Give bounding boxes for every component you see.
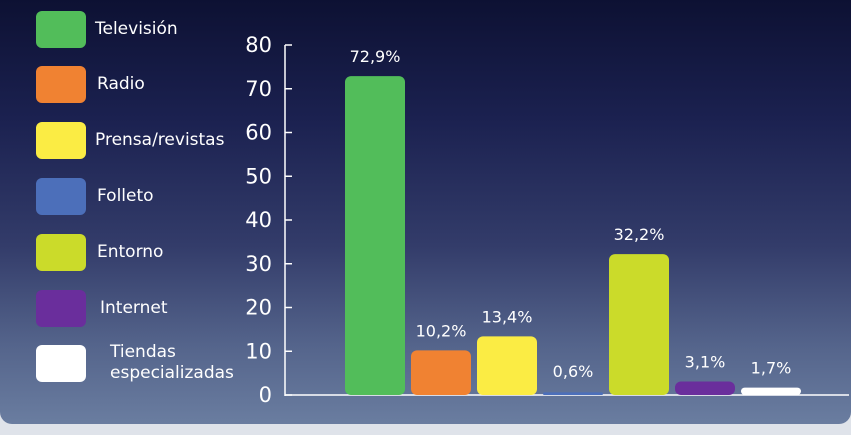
legend-label: Prensa/revistas (95, 129, 225, 150)
bar-data-label: 32,2% (614, 225, 665, 244)
bar (411, 350, 471, 395)
legend-swatch (36, 290, 86, 327)
y-tick-label: 10 (245, 339, 272, 363)
y-tick-label: 50 (245, 164, 272, 188)
bar-data-label: 72,9% (350, 47, 401, 66)
legend-label: Entorno (97, 241, 164, 262)
legend-label: Folleto (97, 185, 154, 206)
legend-label: Tiendas (110, 342, 176, 362)
legend-swatch (36, 122, 86, 159)
y-tick-label: 30 (245, 252, 272, 276)
y-tick-label: 20 (245, 296, 272, 320)
y-tick-label: 70 (245, 77, 272, 101)
legend-swatch (36, 345, 86, 382)
y-tick-label: 40 (245, 208, 272, 232)
y-tick-label: 60 (245, 121, 272, 145)
bar (477, 336, 537, 395)
legend-swatch (36, 234, 86, 271)
legend-swatch (36, 11, 86, 48)
bar (675, 381, 735, 395)
bar (741, 387, 801, 395)
bar-data-label: 10,2% (416, 321, 467, 340)
legend-label: Radio (97, 73, 145, 94)
bar (543, 392, 603, 395)
legend-swatch (36, 66, 86, 103)
y-tick-label: 0 (259, 383, 272, 407)
bar-data-label: 13,4% (482, 307, 533, 326)
bar-data-label: 3,1% (685, 352, 726, 371)
y-tick-label: 80 (245, 33, 272, 57)
legend-label: Internet (100, 297, 168, 318)
legend-label: Televisión (95, 18, 178, 39)
bar (609, 254, 669, 395)
legend-label: especializadas (110, 363, 234, 383)
legend-swatch (36, 178, 86, 215)
bar (345, 76, 405, 395)
bar-data-label: 1,7% (751, 359, 792, 378)
bar-data-label: 0,6% (553, 362, 594, 381)
